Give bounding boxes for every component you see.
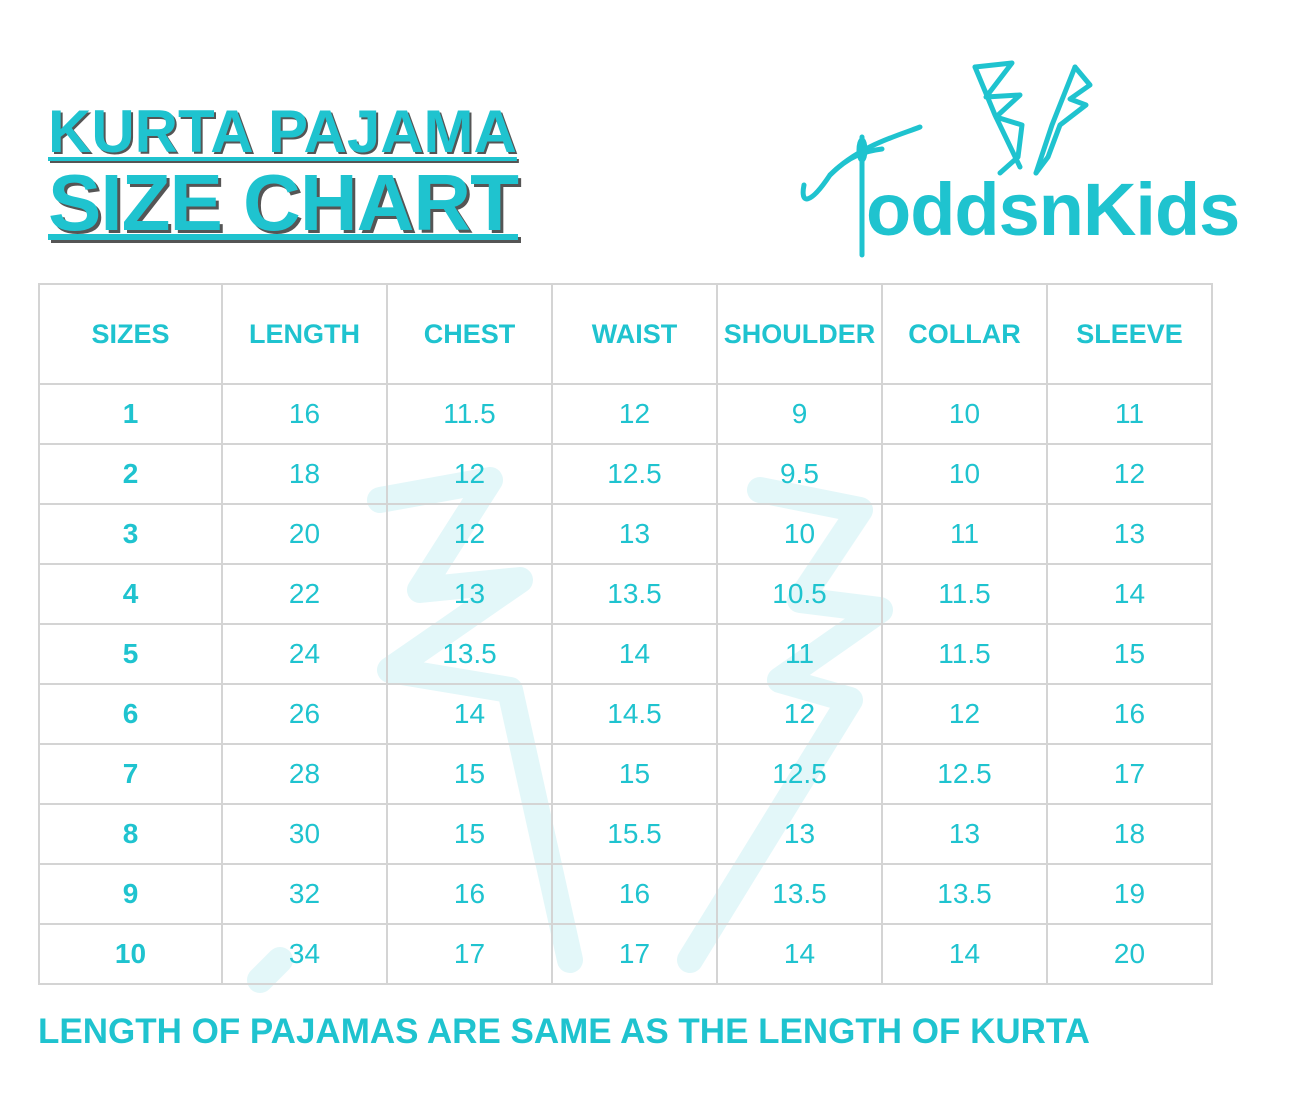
cell-waist: 13 xyxy=(551,503,718,565)
cell-shoulder: 11 xyxy=(716,623,883,685)
cell-shoulder: 9.5 xyxy=(716,443,883,505)
header-sizes: SIZES xyxy=(38,283,223,385)
cell-size: 3 xyxy=(38,503,223,565)
cell-chest: 14 xyxy=(386,683,553,745)
header-chest: CHEST xyxy=(386,283,553,385)
cell-size: 9 xyxy=(38,863,223,925)
table-row: 3 20 12 13 10 11 13 xyxy=(38,503,1213,565)
cell-length: 22 xyxy=(221,563,388,625)
cell-length: 34 xyxy=(221,923,388,985)
cell-length: 26 xyxy=(221,683,388,745)
cell-size: 7 xyxy=(38,743,223,805)
page-title: KURTA PAJAMA xyxy=(48,98,517,165)
cell-shoulder: 10 xyxy=(716,503,883,565)
table-row: 8 30 15 15.5 13 13 18 xyxy=(38,803,1213,865)
cell-length: 20 xyxy=(221,503,388,565)
cell-waist: 15 xyxy=(551,743,718,805)
cell-waist: 14.5 xyxy=(551,683,718,745)
cell-length: 28 xyxy=(221,743,388,805)
cell-chest: 17 xyxy=(386,923,553,985)
cell-sleeve: 14 xyxy=(1046,563,1213,625)
cell-sleeve: 15 xyxy=(1046,623,1213,685)
table-row: 10 34 17 17 14 14 20 xyxy=(38,923,1213,985)
needle-and-bunny-ears-icon xyxy=(800,60,1093,258)
cell-length: 16 xyxy=(221,383,388,445)
cell-size: 10 xyxy=(38,923,223,985)
cell-size: 6 xyxy=(38,683,223,745)
cell-shoulder: 12 xyxy=(716,683,883,745)
header-sleeve: SLEEVE xyxy=(1046,283,1213,385)
table-header-row: SIZES LENGTH CHEST WAIST SHOULDER COLLAR… xyxy=(38,283,1213,385)
cell-collar: 11.5 xyxy=(881,563,1048,625)
cell-chest: 12 xyxy=(386,503,553,565)
header-collar: COLLAR xyxy=(881,283,1048,385)
cell-sleeve: 12 xyxy=(1046,443,1213,505)
cell-size: 5 xyxy=(38,623,223,685)
header-length: LENGTH xyxy=(221,283,388,385)
cell-sleeve: 20 xyxy=(1046,923,1213,985)
cell-collar: 11.5 xyxy=(881,623,1048,685)
cell-collar: 13 xyxy=(881,803,1048,865)
cell-chest: 13 xyxy=(386,563,553,625)
cell-sleeve: 16 xyxy=(1046,683,1213,745)
cell-sleeve: 13 xyxy=(1046,503,1213,565)
cell-chest: 12 xyxy=(386,443,553,505)
table-row: 4 22 13 13.5 10.5 11.5 14 xyxy=(38,563,1213,625)
size-chart-table: SIZES LENGTH CHEST WAIST SHOULDER COLLAR… xyxy=(38,283,1213,985)
cell-waist: 12 xyxy=(551,383,718,445)
cell-waist: 14 xyxy=(551,623,718,685)
cell-size: 2 xyxy=(38,443,223,505)
cell-chest: 16 xyxy=(386,863,553,925)
table-row: 1 16 11.5 12 9 10 11 xyxy=(38,383,1213,445)
cell-collar: 10 xyxy=(881,383,1048,445)
cell-chest: 11.5 xyxy=(386,383,553,445)
cell-shoulder: 14 xyxy=(716,923,883,985)
table-row: 7 28 15 15 12.5 12.5 17 xyxy=(38,743,1213,805)
cell-waist: 15.5 xyxy=(551,803,718,865)
cell-length: 32 xyxy=(221,863,388,925)
brand-name: oddsnKids xyxy=(866,168,1240,251)
cell-shoulder: 9 xyxy=(716,383,883,445)
cell-collar: 14 xyxy=(881,923,1048,985)
cell-sleeve: 17 xyxy=(1046,743,1213,805)
header-waist: WAIST xyxy=(551,283,718,385)
cell-chest: 15 xyxy=(386,803,553,865)
cell-size: 4 xyxy=(38,563,223,625)
cell-shoulder: 13.5 xyxy=(716,863,883,925)
footer-note: LENGTH OF PAJAMAS ARE SAME AS THE LENGTH… xyxy=(38,1012,1090,1051)
cell-collar: 12 xyxy=(881,683,1048,745)
cell-size: 8 xyxy=(38,803,223,865)
cell-collar: 13.5 xyxy=(881,863,1048,925)
cell-chest: 15 xyxy=(386,743,553,805)
table-row: 6 26 14 14.5 12 12 16 xyxy=(38,683,1213,745)
cell-waist: 13.5 xyxy=(551,563,718,625)
cell-shoulder: 12.5 xyxy=(716,743,883,805)
cell-chest: 13.5 xyxy=(386,623,553,685)
cell-collar: 12.5 xyxy=(881,743,1048,805)
cell-shoulder: 10.5 xyxy=(716,563,883,625)
cell-waist: 17 xyxy=(551,923,718,985)
cell-collar: 10 xyxy=(881,443,1048,505)
table-body: 1 16 11.5 12 9 10 11 2 18 12 12.5 9.5 10 12 3 20 12 13 10 1… xyxy=(38,383,1213,985)
header-shoulder: SHOULDER xyxy=(716,283,883,385)
cell-length: 30 xyxy=(221,803,388,865)
page-subtitle: SIZE CHART xyxy=(48,158,519,247)
table-row: 9 32 16 16 13.5 13.5 19 xyxy=(38,863,1213,925)
cell-waist: 12.5 xyxy=(551,443,718,505)
cell-shoulder: 13 xyxy=(716,803,883,865)
cell-sleeve: 11 xyxy=(1046,383,1213,445)
cell-collar: 11 xyxy=(881,503,1048,565)
table-row: 2 18 12 12.5 9.5 10 12 xyxy=(38,443,1213,505)
table-row: 5 24 13.5 14 11 11.5 15 xyxy=(38,623,1213,685)
cell-length: 24 xyxy=(221,623,388,685)
cell-length: 18 xyxy=(221,443,388,505)
title-block: KURTA PAJAMA SIZE CHART xyxy=(48,98,519,247)
cell-sleeve: 19 xyxy=(1046,863,1213,925)
cell-waist: 16 xyxy=(551,863,718,925)
cell-size: 1 xyxy=(38,383,223,445)
brand-logo: oddsnKids xyxy=(790,55,1260,270)
cell-sleeve: 18 xyxy=(1046,803,1213,865)
